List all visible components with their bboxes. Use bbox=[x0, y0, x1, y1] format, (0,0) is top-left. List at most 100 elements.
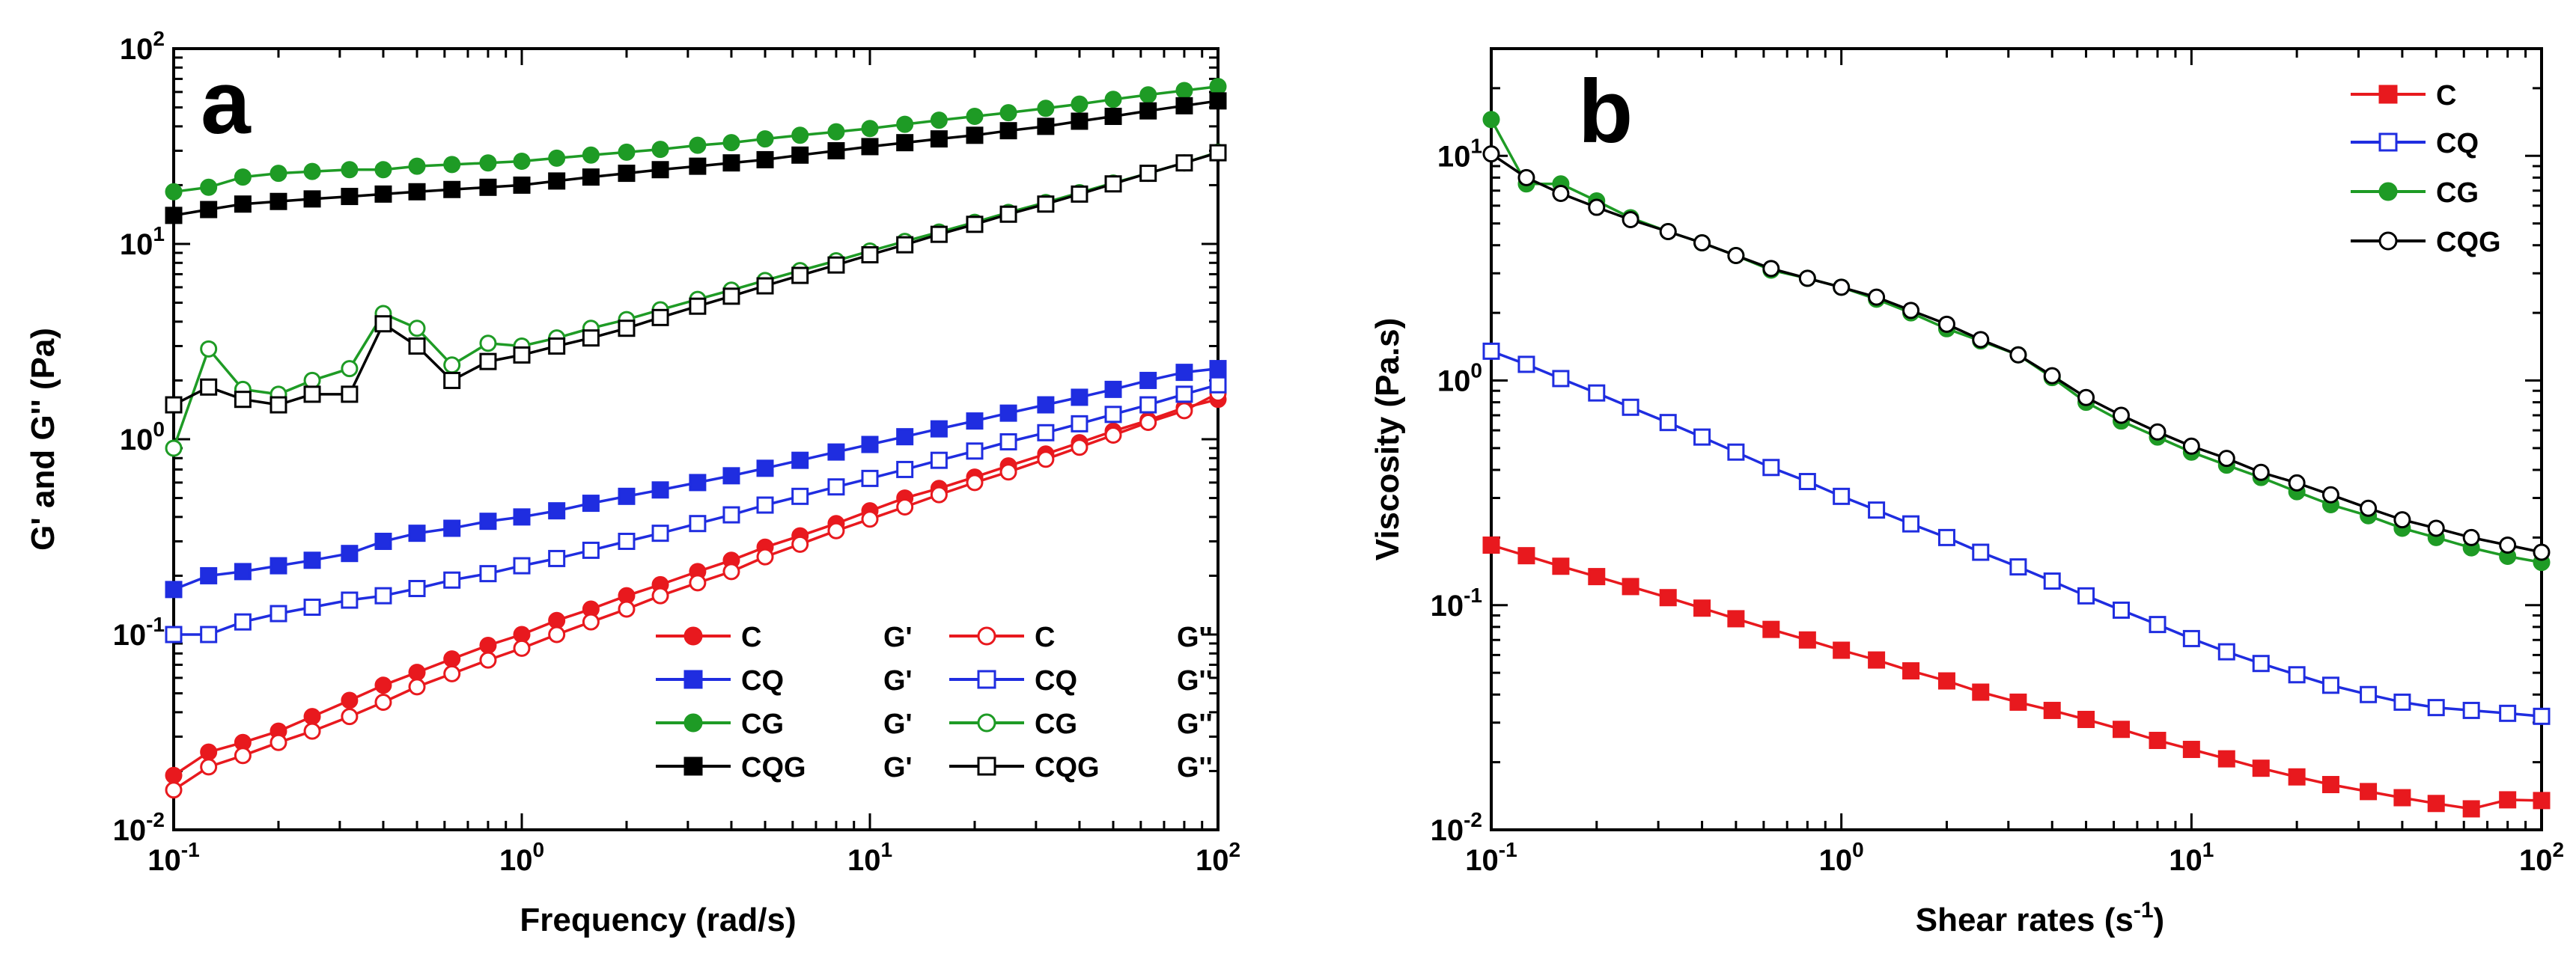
panel-b-x-title-sup: -1 bbox=[2134, 898, 2154, 923]
b-y-tick-base: 10 bbox=[1437, 365, 1471, 398]
a-data-point bbox=[165, 183, 183, 201]
b-data-point bbox=[2427, 795, 2445, 813]
a-legend-label: G' bbox=[883, 665, 913, 697]
a-data-point bbox=[548, 502, 566, 520]
a-data-point bbox=[896, 498, 914, 516]
b-x-tick-base: 10 bbox=[1819, 844, 1853, 877]
a-y-tick-exp: 0 bbox=[153, 418, 165, 441]
a-data-point bbox=[200, 378, 218, 396]
a-data-point bbox=[303, 190, 321, 208]
b-data-point bbox=[1798, 631, 1816, 649]
a-data-point bbox=[582, 541, 600, 559]
b-data-point bbox=[1588, 384, 1606, 402]
a-data-point bbox=[548, 337, 566, 355]
a-data-point bbox=[1209, 144, 1227, 162]
b-data-point bbox=[2288, 768, 2306, 786]
a-data-point bbox=[999, 205, 1017, 223]
panel-b-x-title-end: ) bbox=[2154, 902, 2165, 938]
b-data-point bbox=[1482, 537, 1500, 554]
a-data-point bbox=[966, 215, 984, 233]
b-data-point bbox=[2499, 537, 2517, 554]
a-data-point bbox=[651, 587, 669, 605]
a-x-tick-base: 10 bbox=[499, 844, 533, 877]
b-y-tick-base: 10 bbox=[1437, 140, 1471, 173]
a-data-point bbox=[827, 123, 845, 141]
a-data-point bbox=[930, 486, 948, 504]
a-data-point bbox=[896, 115, 914, 133]
a-data-point bbox=[930, 130, 948, 148]
b-data-point bbox=[2288, 474, 2306, 492]
a-data-point bbox=[374, 676, 392, 694]
a-data-point bbox=[513, 557, 531, 575]
a-data-point bbox=[896, 236, 914, 254]
panel-a-y-title: G' and G'' (Pa) bbox=[25, 328, 61, 551]
a-data-point bbox=[722, 506, 740, 524]
a-y-tick-label: 100 bbox=[120, 418, 165, 456]
b-data-point bbox=[1972, 331, 1990, 349]
a-x-tick-label: 10-1 bbox=[147, 838, 199, 877]
a-data-point bbox=[341, 691, 359, 709]
a-data-point bbox=[618, 532, 636, 550]
a-data-point bbox=[1071, 185, 1088, 203]
b-data-point bbox=[1762, 620, 1780, 638]
a-data-point bbox=[1104, 108, 1122, 126]
a-data-point bbox=[930, 451, 948, 469]
b-data-point bbox=[2112, 721, 2130, 739]
b-x-tick-exp: -1 bbox=[1499, 838, 1517, 861]
b-data-point bbox=[2217, 450, 2235, 468]
a-data-point bbox=[1037, 195, 1055, 213]
a-data-point bbox=[374, 532, 392, 550]
a-data-point bbox=[408, 664, 426, 682]
a-legend-label: G' bbox=[883, 622, 913, 653]
a-y-tick-base: 10 bbox=[120, 424, 153, 456]
b-y-tick-base: 10 bbox=[1431, 814, 1464, 847]
a-data-point bbox=[930, 225, 948, 243]
a-series-c-gdoubleprime bbox=[165, 385, 1227, 799]
b-data-point bbox=[2360, 685, 2378, 703]
a-data-point bbox=[1037, 100, 1055, 117]
b-data-point bbox=[2462, 800, 2480, 818]
a-data-point bbox=[408, 157, 426, 175]
a-data-point bbox=[861, 245, 879, 263]
a-data-point bbox=[341, 188, 359, 206]
a-data-point bbox=[966, 108, 984, 126]
a-data-point bbox=[791, 451, 809, 469]
a-data-point bbox=[651, 161, 669, 179]
b-data-point bbox=[1798, 473, 1816, 491]
b-data-point bbox=[2462, 528, 2480, 546]
a-y-tick-label: 10-2 bbox=[113, 808, 165, 847]
a-data-point bbox=[791, 487, 809, 505]
b-data-point bbox=[2149, 616, 2167, 634]
b-legend-name: CQG bbox=[2436, 227, 2501, 258]
a-data-point bbox=[1209, 92, 1227, 110]
a-data-point bbox=[861, 138, 879, 156]
a-legend-name: C bbox=[1035, 622, 1055, 653]
a-data-point bbox=[1071, 95, 1088, 113]
a-data-point bbox=[651, 481, 669, 499]
a-data-point bbox=[861, 120, 879, 138]
b-data-point bbox=[1659, 589, 1677, 607]
b-data-point bbox=[1972, 543, 1990, 561]
b-data-point bbox=[2321, 776, 2339, 794]
b-data-point bbox=[2427, 519, 2445, 537]
a-data-point bbox=[966, 442, 984, 460]
a-x-tick-label: 100 bbox=[499, 838, 544, 877]
a-legend-label: G'' bbox=[1177, 752, 1213, 783]
b-data-point bbox=[2393, 511, 2411, 529]
b-data-point bbox=[1659, 414, 1677, 432]
b-data-point bbox=[2321, 676, 2339, 694]
b-data-point bbox=[1868, 501, 1886, 519]
a-data-point bbox=[165, 766, 183, 784]
b-legend: C CQ CG CQG bbox=[2351, 80, 2501, 258]
a-legend-marker bbox=[977, 713, 996, 733]
panel-a: a Frequency (rad/s) G' and G'' (Pa) 10-1… bbox=[25, 27, 1240, 938]
a-data-point bbox=[165, 396, 183, 414]
a-x-tick-exp: 1 bbox=[880, 838, 892, 861]
a-data-point bbox=[689, 136, 707, 154]
a-series-cq-gdoubleprime bbox=[165, 376, 1227, 644]
a-y-tick-exp: -2 bbox=[146, 808, 165, 831]
b-data-point bbox=[2009, 558, 2027, 576]
